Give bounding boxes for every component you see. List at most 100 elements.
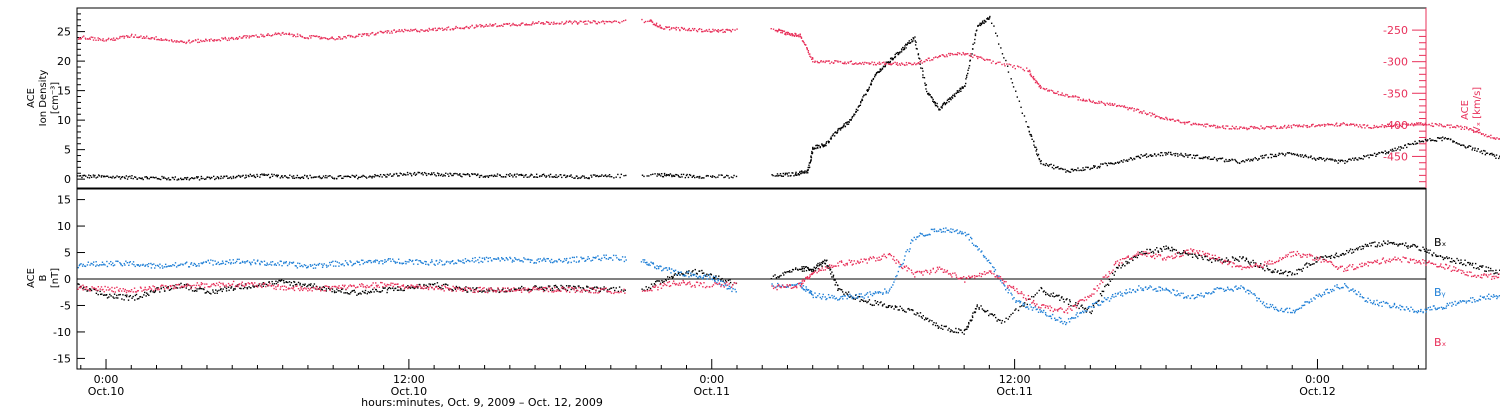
by-point (221, 262, 223, 265)
vx-point (224, 36, 226, 39)
bx-point (804, 266, 807, 268)
density-point (600, 175, 602, 177)
vx-point (595, 22, 597, 25)
vx-point (908, 62, 910, 64)
bx-point (1386, 243, 1389, 245)
density-point (834, 131, 837, 134)
bx-point (1019, 305, 1021, 308)
bx-point (353, 289, 356, 292)
density-point (857, 109, 859, 112)
by-point (137, 264, 140, 266)
bx-point (797, 269, 799, 271)
vx-point (1033, 78, 1036, 80)
bx-point (1296, 273, 1298, 275)
density-point (1126, 159, 1128, 161)
density-point (903, 47, 906, 49)
density-point (1139, 157, 1142, 159)
density-point (1420, 140, 1423, 143)
bx-point (1146, 248, 1148, 251)
density-point (1356, 158, 1358, 161)
by-point (100, 264, 103, 266)
by-point (452, 259, 454, 262)
bx-point (325, 290, 328, 292)
density-point (1145, 153, 1148, 155)
by-point (518, 258, 520, 261)
density-point (1031, 138, 1033, 140)
vx-point (531, 22, 533, 25)
vx-point (285, 33, 288, 35)
bx-point (704, 275, 707, 277)
density-point (399, 172, 401, 174)
density-point (299, 177, 302, 180)
by-point (418, 259, 420, 262)
bx-point (1082, 306, 1084, 309)
vx-point (855, 62, 857, 64)
bx-point (966, 328, 968, 330)
vx-point (1276, 127, 1279, 130)
by-point (583, 257, 585, 260)
density-point (307, 177, 310, 180)
bx-point (1479, 265, 1481, 267)
by-point (584, 260, 586, 262)
bx-point (341, 288, 343, 291)
bx-point (992, 314, 995, 317)
vx-point (103, 40, 105, 42)
density-point (271, 173, 273, 175)
bx-point (117, 297, 119, 299)
by-point (591, 259, 594, 261)
density-point (453, 173, 455, 175)
by-point (99, 264, 101, 266)
density-point (533, 176, 536, 178)
vx-point (584, 23, 586, 25)
density-point (836, 131, 839, 133)
vx-point (810, 56, 812, 58)
vx-point (230, 37, 232, 40)
density-point (669, 173, 672, 175)
density-point (505, 176, 507, 178)
bx-point (1431, 253, 1433, 256)
density-point (1264, 154, 1266, 157)
by-point (717, 278, 720, 281)
density-point (1463, 144, 1465, 147)
density-point (289, 174, 291, 176)
bx-point (1226, 260, 1229, 262)
density-point (1231, 158, 1233, 160)
density-point (349, 176, 352, 178)
vx-point (1022, 68, 1024, 71)
vx-point (693, 27, 696, 30)
bx-point (397, 286, 399, 288)
bx-point (976, 305, 978, 308)
vx-point (1263, 128, 1265, 130)
bx-point (534, 285, 536, 287)
vx-point (1077, 99, 1079, 101)
bx-point (1310, 263, 1312, 266)
bx-point (390, 287, 392, 290)
by-point (126, 262, 128, 264)
density-point (1243, 161, 1246, 163)
bx-point (408, 286, 410, 289)
density-point (1152, 155, 1154, 157)
by-point (528, 258, 530, 261)
bx-point (528, 288, 531, 291)
vx-point (1094, 102, 1097, 104)
vx-point (1468, 129, 1470, 131)
vx-point (888, 63, 891, 66)
density-point (1245, 159, 1247, 161)
vx-point (969, 53, 972, 55)
density-point (306, 175, 308, 177)
density-point (292, 177, 294, 179)
bx-point (1052, 292, 1055, 294)
density-point (362, 174, 364, 177)
vx-point (687, 28, 690, 31)
density-point (1040, 160, 1042, 162)
density-point (1090, 167, 1092, 170)
by-point (294, 265, 297, 267)
vx-point (1036, 80, 1038, 83)
by-point (419, 260, 422, 262)
density-point (1273, 155, 1275, 158)
vx-point (1272, 125, 1275, 127)
bx-point (921, 317, 924, 319)
by-point (394, 261, 396, 263)
vx-point (362, 33, 365, 36)
